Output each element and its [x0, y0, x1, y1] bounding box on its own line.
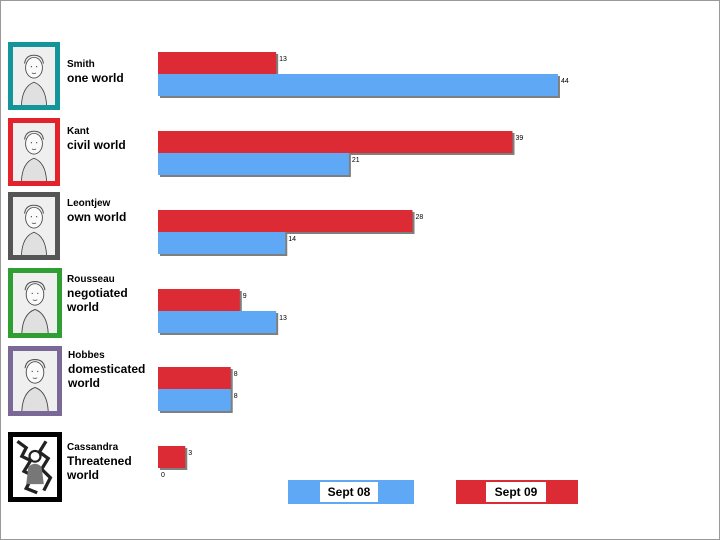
category-name: Kant — [67, 126, 90, 137]
legend-label: Sept 09 — [486, 482, 546, 502]
bar-value-label: 8 — [234, 393, 238, 400]
category-name: Rousseau — [67, 274, 115, 285]
bar-value-label: 13 — [279, 56, 287, 63]
legend-item-sept-09: Sept 09 — [456, 480, 578, 504]
bar-sept-09 — [158, 131, 513, 153]
bar-sept-08 — [158, 311, 277, 333]
bar-value-label: 8 — [234, 371, 238, 378]
bar-sept-08 — [158, 389, 231, 411]
smith-portrait-icon — [8, 42, 60, 110]
bar-sept-08 — [158, 232, 286, 254]
bar-value-label: 39 — [516, 135, 524, 142]
kant-portrait-icon — [8, 118, 60, 186]
leontjew-portrait-icon — [8, 192, 60, 260]
bar-value-label: 13 — [279, 315, 287, 322]
category-world: negotiated world — [67, 286, 128, 314]
bar-sept-08 — [158, 74, 558, 96]
bar-value-label: 21 — [352, 157, 360, 164]
legend-item-sept-08: Sept 08 — [288, 480, 414, 504]
category-world: civil world — [67, 138, 126, 152]
bar-sept-09 — [158, 289, 240, 311]
bar-sept-08 — [158, 153, 349, 175]
hobbes-portrait-icon — [8, 346, 62, 416]
bar-value-label: 9 — [243, 293, 247, 300]
category-name: Hobbes — [68, 350, 105, 361]
bar-value-label: 44 — [561, 78, 569, 85]
bar-sept-09 — [158, 52, 277, 74]
category-name: Leontjew — [67, 198, 111, 209]
category-world: Threatened world — [67, 454, 132, 482]
category-name: Cassandra — [67, 442, 119, 453]
bar-sept-09 — [158, 367, 231, 389]
category-world: one world — [67, 71, 124, 85]
bar-value-label: 3 — [188, 450, 192, 457]
bar-sept-09 — [158, 446, 186, 468]
bar-value-label: 14 — [288, 236, 296, 243]
cassandra-portrait-icon — [8, 432, 62, 502]
rousseau-portrait-icon — [8, 268, 62, 338]
bar-value-label: 28 — [416, 214, 424, 221]
category-world: domesticated world — [68, 362, 146, 390]
category-world: own world — [67, 210, 127, 224]
legend-label: Sept 08 — [320, 482, 378, 502]
bar-value-label: 0 — [161, 472, 165, 479]
category-name: Smith — [67, 59, 95, 70]
bar-sept-09 — [158, 210, 413, 232]
